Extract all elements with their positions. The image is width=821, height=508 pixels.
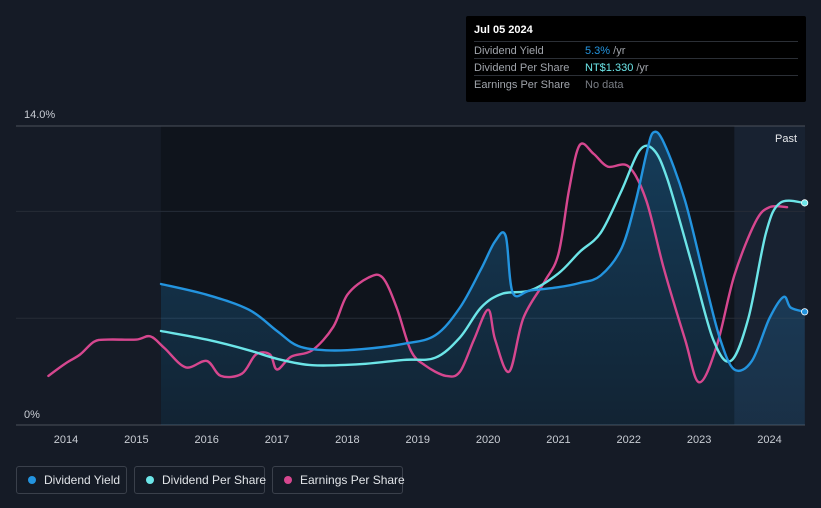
hover-tooltip: Jul 05 2024 Dividend Yield 5.3% /yr Divi… — [466, 16, 806, 102]
dividend-yield-end-marker — [801, 308, 809, 316]
past-label: Past — [775, 133, 797, 145]
legend-item-earnings-per-share[interactable]: Earnings Per Share — [272, 466, 405, 494]
tooltip-value: NT$1.330 /yr — [585, 62, 649, 74]
y-axis-top-label: 14.0% — [24, 109, 55, 121]
x-tick-label: 2019 — [406, 434, 430, 446]
legend-dot-icon — [28, 476, 36, 484]
tooltip-value: No data — [585, 79, 624, 91]
legend-dot-icon — [146, 476, 154, 484]
legend-label: Dividend Yield — [44, 473, 121, 487]
legend-label: Earnings Per Share — [300, 473, 405, 487]
legend-label: Dividend Per Share — [162, 473, 267, 487]
legend-dot-icon — [284, 476, 292, 484]
tooltip-row-earnings-per-share: Earnings Per Share No data — [474, 75, 798, 93]
x-tick-label: 2014 — [54, 434, 78, 446]
legend-item-dividend-per-share[interactable]: Dividend Per Share — [134, 466, 267, 494]
x-tick-label: 2016 — [194, 434, 218, 446]
dividend-per-share-line — [159, 144, 806, 367]
dividend-per-share-end-marker — [801, 199, 809, 207]
x-tick-label: 2023 — [687, 434, 711, 446]
x-tick-label: 2020 — [476, 434, 500, 446]
x-tick-label: 2015 — [124, 434, 148, 446]
tooltip-label: Dividend Per Share — [474, 62, 570, 74]
y-axis-bottom-label: 0% — [24, 409, 40, 421]
tooltip-value: 5.3% /yr — [585, 45, 626, 57]
legend-item-dividend-yield[interactable]: Dividend Yield — [16, 466, 127, 494]
earnings-per-share-line — [47, 142, 789, 384]
tooltip-label: Dividend Yield — [474, 45, 544, 57]
tooltip-row-dividend-yield: Dividend Yield 5.3% /yr — [474, 41, 798, 59]
x-tick-label: 2022 — [617, 434, 641, 446]
tooltip-row-dividend-per-share: Dividend Per Share NT$1.330 /yr — [474, 58, 798, 76]
dividend-yield-area — [161, 131, 805, 425]
dividend-yield-line — [159, 130, 806, 373]
x-tick-label: 2017 — [265, 434, 289, 446]
x-tick-label: 2024 — [757, 434, 781, 446]
x-tick-label: 2021 — [546, 434, 570, 446]
tooltip-date: Jul 05 2024 — [474, 24, 533, 36]
x-tick-label: 2018 — [335, 434, 359, 446]
tooltip-label: Earnings Per Share — [474, 79, 570, 91]
